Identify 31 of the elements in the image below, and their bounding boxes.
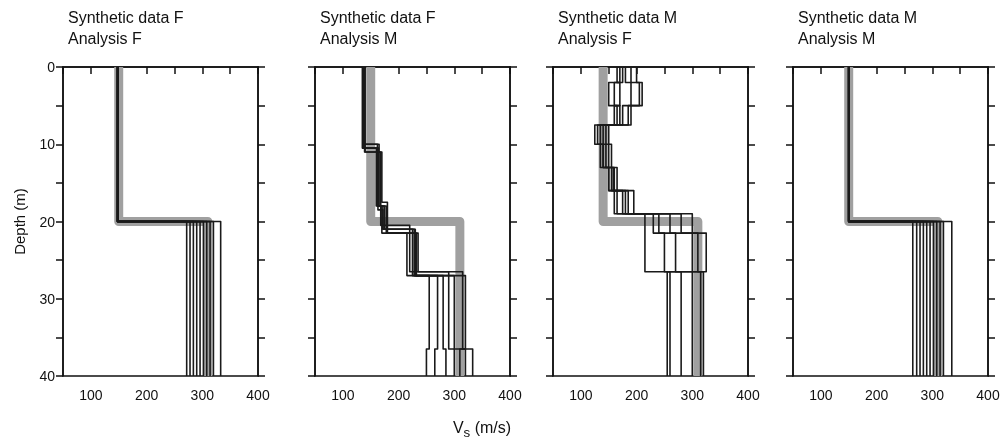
chart-subtitle: Analysis F [558, 29, 633, 47]
x-tick-label: 100 [569, 387, 593, 403]
chart-subtitle: Analysis F [68, 29, 143, 47]
x-tick-label: 200 [134, 387, 159, 403]
x-tick-label: 400 [498, 387, 522, 403]
x-tick-label: 100 [809, 387, 833, 403]
chart-title: Synthetic data M [558, 8, 678, 26]
y-tick-label: 40 [39, 368, 56, 384]
x-tick-label: 200 [864, 387, 889, 403]
x-tick-label: 300 [920, 387, 945, 403]
y-tick-label: 30 [39, 290, 56, 307]
x-tick-label: 100 [331, 387, 355, 403]
chart-title: Synthetic data F [68, 8, 184, 26]
y-tick-label: 10 [39, 136, 56, 153]
y-axis-title: Depth (m) [11, 188, 28, 255]
chart-title: Synthetic data F [320, 8, 436, 26]
chart-subtitle: Analysis M [798, 29, 876, 47]
chart-subtitle: Analysis M [320, 29, 398, 47]
x-tick-label: 400 [246, 387, 270, 403]
chart-title: Synthetic data M [798, 8, 918, 26]
x-axis-title: V$_{s}$ (m/s) [451, 419, 513, 441]
y-tick-label: 0 [47, 59, 56, 75]
x-tick-label: 400 [976, 387, 1000, 403]
x-tick-label: 300 [442, 387, 467, 403]
x-tick-label: 400 [736, 387, 760, 403]
y-tick-label: 20 [39, 213, 56, 230]
x-tick-label: 300 [680, 387, 705, 403]
x-tick-label: 200 [386, 387, 411, 403]
x-tick-label: 300 [190, 387, 215, 403]
x-tick-label: 100 [79, 387, 103, 403]
x-tick-label: 200 [624, 387, 649, 403]
